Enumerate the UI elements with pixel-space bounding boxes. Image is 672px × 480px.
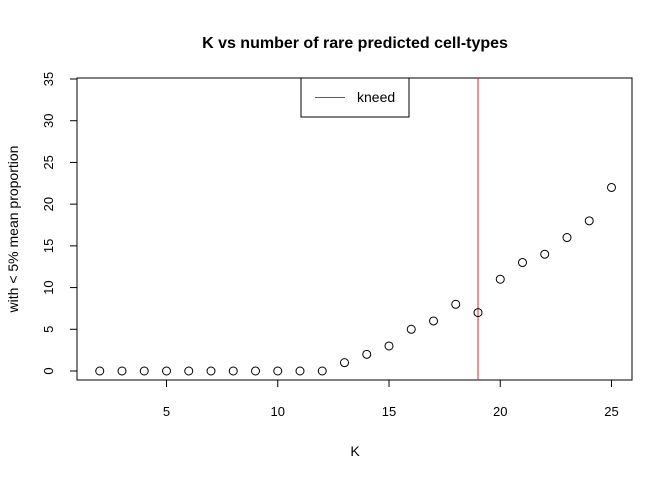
data-point bbox=[139, 366, 149, 376]
x-tick-label: 5 bbox=[163, 404, 170, 419]
plot-frame bbox=[76, 77, 633, 381]
data-point bbox=[206, 366, 216, 376]
data-point bbox=[340, 358, 349, 368]
y-tick-label: 30 bbox=[41, 113, 56, 127]
y-axis: 0 5 10 15 20 25 30 35 bbox=[41, 72, 78, 375]
data-point bbox=[429, 316, 438, 326]
data-point bbox=[228, 366, 238, 376]
data-point bbox=[317, 366, 327, 376]
data-point bbox=[495, 274, 505, 284]
data-point bbox=[295, 366, 305, 376]
x-tick-label: 15 bbox=[382, 404, 396, 419]
data-point bbox=[362, 349, 372, 359]
x-axis-label: K bbox=[350, 443, 360, 459]
y-tick-label: 0 bbox=[41, 367, 56, 374]
y-axis-label: with < 5% mean proportion bbox=[5, 146, 21, 314]
legend: kneed bbox=[300, 77, 410, 118]
data-point bbox=[451, 299, 461, 309]
data-point bbox=[273, 366, 283, 376]
data-point bbox=[117, 366, 127, 376]
y-tick-label: 15 bbox=[41, 239, 56, 253]
data-point bbox=[406, 324, 416, 334]
data-point bbox=[607, 182, 616, 192]
x-tick-label: 10 bbox=[271, 404, 285, 419]
data-point bbox=[251, 366, 260, 376]
data-point bbox=[562, 233, 572, 243]
y-tick-label: 35 bbox=[41, 72, 56, 86]
data-point bbox=[95, 366, 105, 376]
data-point bbox=[384, 341, 394, 351]
x-tick-label: 25 bbox=[604, 404, 618, 419]
data-point bbox=[184, 366, 194, 376]
data-point bbox=[162, 366, 171, 376]
x-tick-label: 20 bbox=[493, 404, 507, 419]
chart-title: K vs number of rare predicted cell-types bbox=[202, 35, 508, 52]
data-points bbox=[95, 182, 616, 376]
legend-label-kneed: kneed bbox=[357, 89, 395, 105]
y-tick-label: 10 bbox=[41, 280, 56, 294]
data-point bbox=[540, 249, 550, 259]
y-tick-label: 25 bbox=[41, 155, 56, 169]
data-point bbox=[518, 258, 527, 268]
data-point bbox=[584, 216, 594, 226]
x-axis: 5 10 15 20 25 bbox=[163, 379, 619, 419]
y-tick-label: 20 bbox=[41, 197, 56, 211]
y-tick-label: 5 bbox=[41, 326, 56, 333]
data-point bbox=[473, 308, 483, 318]
